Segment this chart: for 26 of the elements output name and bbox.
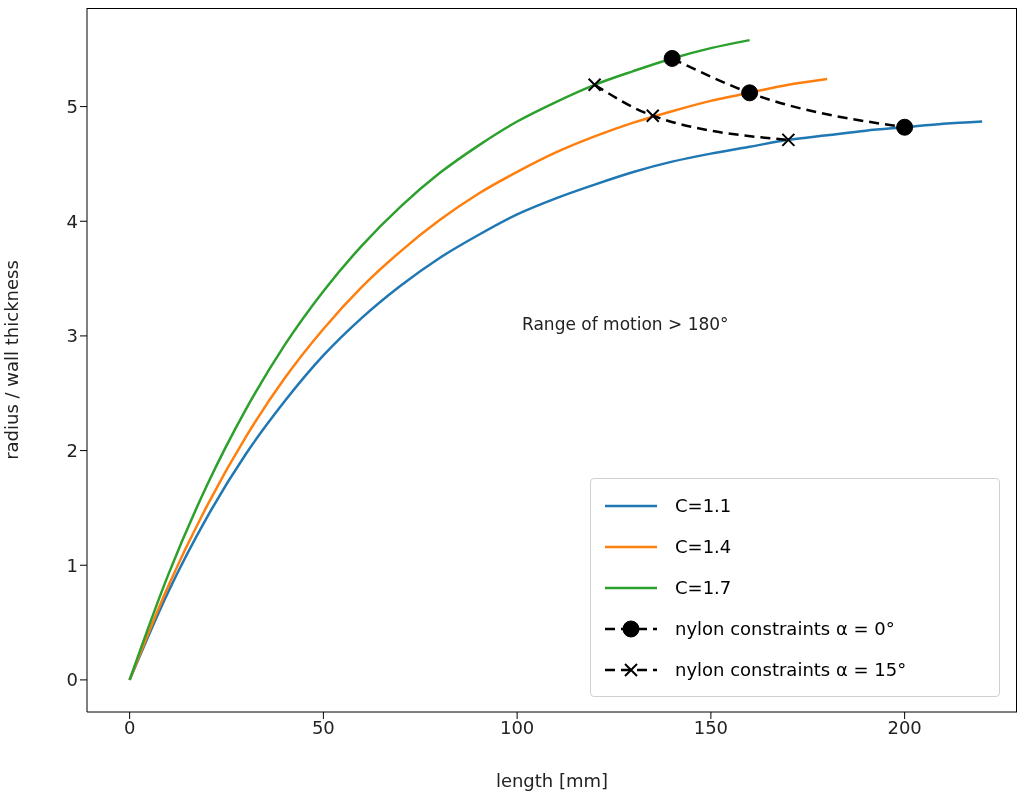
legend-label: C=1.1 [675, 495, 732, 516]
x-tick-label: 200 [887, 716, 922, 738]
legend-label: C=1.4 [675, 536, 732, 557]
y-tick-label: 1 [66, 554, 78, 576]
x-axis-title: length [mm] [495, 770, 609, 791]
y-tick-label: 4 [66, 210, 78, 232]
point [781, 132, 796, 147]
legend-label: C=1.7 [675, 577, 732, 598]
legend-label: nylon constraints α = 15° [675, 659, 907, 680]
point [645, 108, 660, 123]
point [587, 77, 602, 92]
line-series [128, 77, 829, 682]
y-tick-label: 3 [66, 325, 78, 347]
legend-label: nylon constraints α = 0° [675, 618, 895, 639]
x-tick-label: 0 [123, 716, 136, 738]
point [741, 84, 759, 102]
x-tick-label: 50 [311, 716, 335, 738]
x-tick-label: 100 [499, 716, 535, 738]
y-tick-label: 0 [66, 669, 78, 691]
y-tick-label: 5 [66, 96, 78, 117]
point [663, 49, 681, 67]
y-tick-label: 2 [66, 439, 78, 461]
x-tick-label: 150 [693, 716, 729, 738]
y-axis-title: radius / wall thickness [1, 260, 23, 460]
point [896, 118, 914, 136]
annotation: Range of motion > 180° [522, 314, 729, 334]
